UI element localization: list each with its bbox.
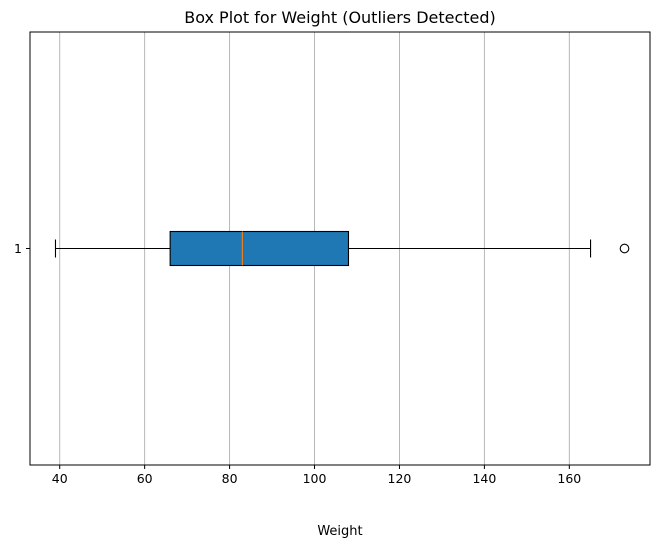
chart-title: Box Plot for Weight (Outliers Detected) [184, 8, 496, 27]
ticks-layer: 40 60 80 100 120 140 160 1 [14, 241, 581, 486]
x-tick-label: 80 [222, 471, 238, 486]
x-tick-label: 160 [557, 471, 581, 486]
outlier-point [619, 243, 630, 254]
x-tick-label: 120 [388, 471, 412, 486]
x-axis-label: Weight [317, 524, 362, 539]
x-tick-label: 40 [52, 471, 68, 486]
y-tick-label: 1 [14, 241, 22, 256]
x-tick-label: 100 [303, 471, 327, 486]
x-tick-label: 60 [137, 471, 153, 486]
x-tick-label: 140 [472, 471, 496, 486]
box-layer [54, 230, 630, 267]
iqr-box [169, 230, 350, 267]
